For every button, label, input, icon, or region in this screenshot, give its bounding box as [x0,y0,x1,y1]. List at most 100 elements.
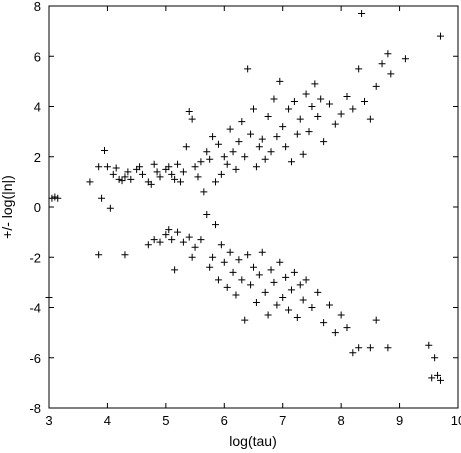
data-point [308,304,316,311]
data-point [244,251,252,259]
data-point [361,97,369,105]
data-point [203,211,211,219]
data-point [241,153,249,161]
data-point [174,228,182,236]
data-point [127,175,135,183]
data-point [273,133,281,141]
data-point [264,113,272,121]
data-point [103,163,111,171]
data-point [305,128,313,136]
data-point [331,120,339,128]
data-point [331,329,339,337]
data-point [314,288,322,296]
data-point [115,175,123,183]
y-tick-label: -4 [29,301,41,316]
data-point [51,193,59,201]
data-point [349,105,357,113]
data-point [165,163,173,171]
data-point [293,314,301,322]
data-point [372,82,380,90]
y-tick-label: -8 [29,401,41,416]
y-tick-label: -6 [29,351,41,366]
data-point [229,148,237,156]
data-point [101,146,109,154]
x-tick-label: 7 [279,413,286,428]
data-point [285,306,293,314]
data-point [250,105,257,113]
data-point [270,95,278,103]
data-point [220,153,228,161]
data-point [355,344,363,352]
data-point [121,173,129,181]
y-axis-label: +/- log(|n|) [0,175,15,239]
data-point [214,276,222,284]
x-tick-label: 9 [396,413,403,428]
data-point [212,221,220,229]
data-point [206,263,214,271]
data-point [191,243,199,251]
data-point [293,130,301,138]
data-point [232,291,240,299]
y-tick-label: 2 [34,150,41,165]
data-point [194,173,202,181]
data-point [150,236,158,244]
data-point [176,178,184,186]
data-point [436,376,444,384]
data-point [185,108,193,116]
data-point [434,371,442,379]
y-tick-label: -2 [29,250,41,265]
tick-labels: 3 4 5 6 7 8 9 10 -8 -6 -4 -2 0 2 4 6 8 [29,0,461,428]
data-point [273,301,281,309]
data-point [197,236,205,244]
data-point [250,263,257,271]
data-point [136,163,144,171]
data-point [258,135,266,143]
data-point [325,301,333,309]
data-point [179,238,187,246]
data-point [98,194,106,202]
data-point [302,276,310,284]
data-point [156,238,164,246]
data-point [206,155,214,163]
data-point [384,50,392,58]
data-point [276,77,284,85]
data-point [217,241,225,249]
data-point [267,266,275,274]
data-point [188,115,196,123]
x-tick-label: 5 [162,413,169,428]
data-point [220,258,228,266]
data-point [235,138,243,146]
data-point [171,175,179,183]
data-point [209,133,217,141]
axis-ticks [48,5,459,409]
data-point [337,110,345,118]
data-point [290,268,298,276]
data-point [355,65,363,73]
data-point [308,103,316,110]
x-tick-label: 4 [104,413,111,428]
data-point [267,148,275,156]
data-point [320,319,328,327]
data-point [337,311,345,319]
y-tick-label: 4 [34,100,41,115]
data-point [366,344,374,352]
data-point [165,226,173,234]
data-point [261,155,269,163]
data-point [343,92,351,100]
data-point [366,115,374,123]
x-tick-label: 8 [338,413,345,428]
data-point [279,293,287,301]
data-point [171,266,179,274]
data-point [261,288,269,296]
data-point [54,194,62,202]
data-point [203,148,211,156]
data-point [212,178,220,186]
data-point [290,97,298,105]
data-point [282,143,290,151]
data-point [217,170,225,178]
data-point [168,170,176,178]
data-point [282,273,290,281]
data-point [124,168,132,176]
data-point [264,311,272,319]
data-point [226,125,234,133]
